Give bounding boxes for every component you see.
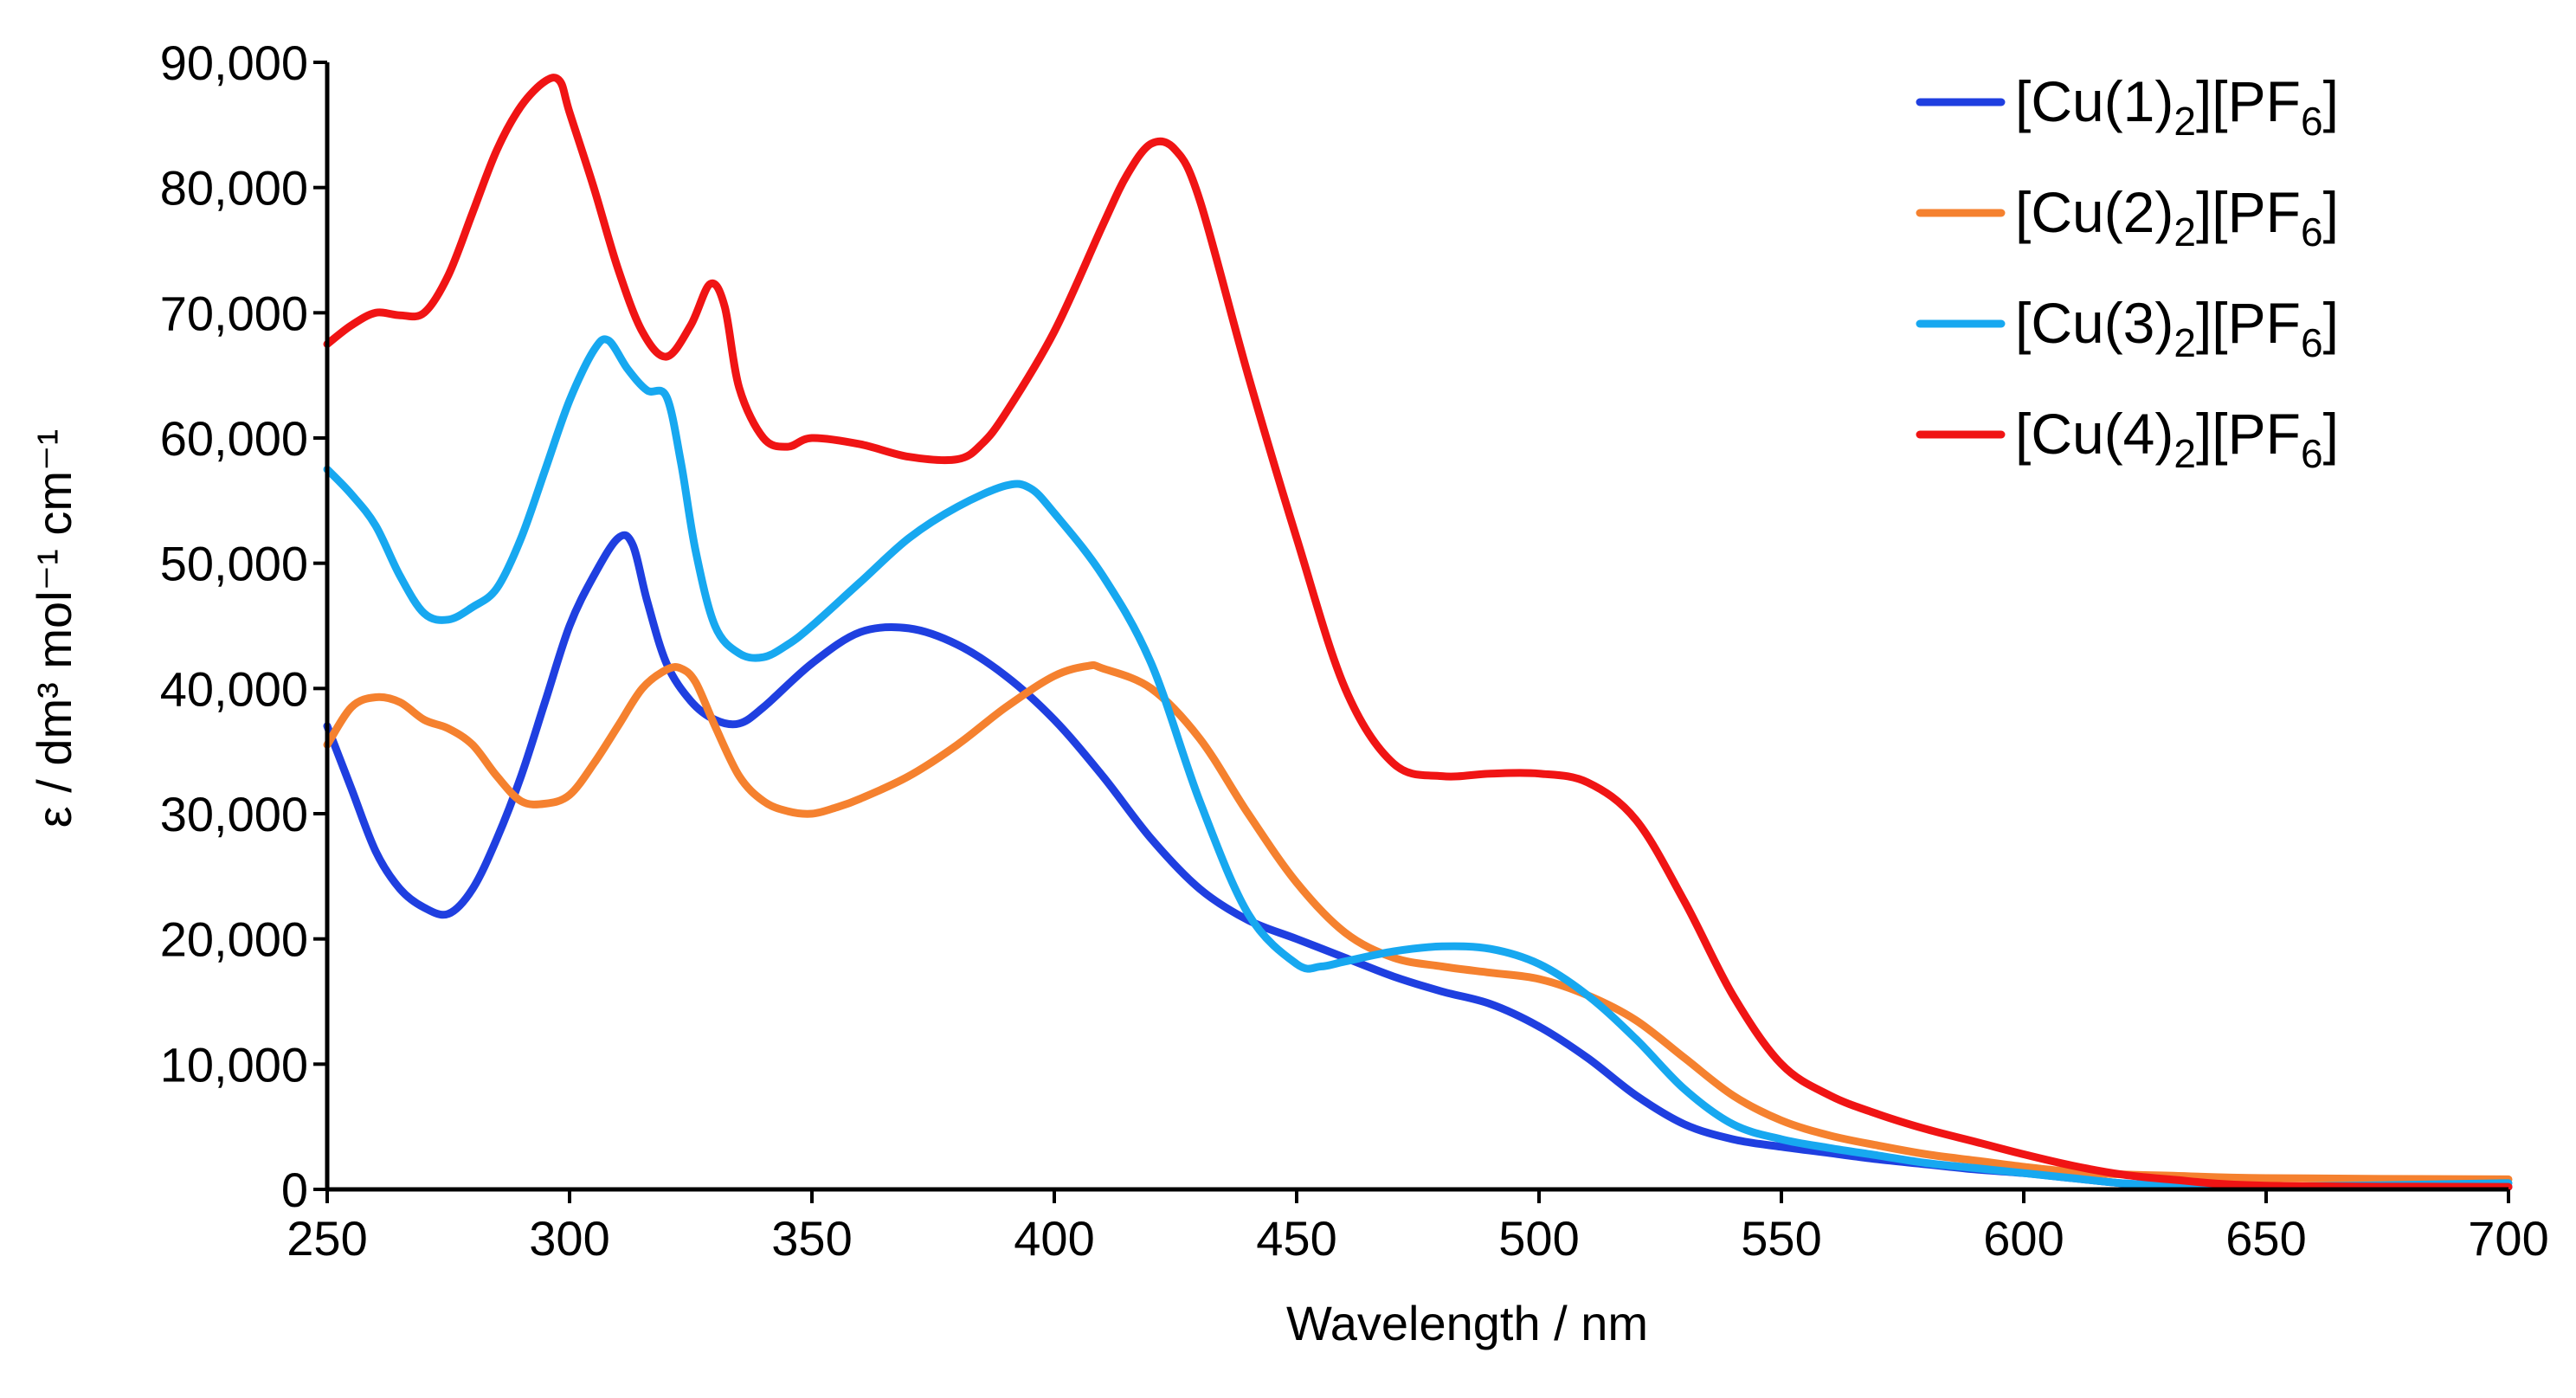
- y-axis-ticks: 0 10,000 20,000 30,000 40,000 50,000 60,000 70,…: [160, 35, 327, 1217]
- y-tick-label: 20,000: [160, 912, 308, 967]
- x-tick-label: 500: [1498, 1211, 1579, 1266]
- y-tick-label: 30,000: [160, 787, 308, 841]
- series-line-cu2: [323, 660, 2513, 1183]
- legend: [Cu(1)2][PF6] [Cu(2)2][PF6] [Cu(3)2][PF6] […: [1916, 69, 2339, 476]
- y-axis-title: ε / dm³ mol⁻¹ cm⁻¹: [27, 429, 81, 828]
- x-axis-title: Wavelength / nm: [1286, 1296, 1648, 1350]
- x-tick-label: 250: [287, 1211, 367, 1266]
- y-tick-label: 80,000: [160, 161, 308, 216]
- y-tick-label: 10,000: [160, 1037, 308, 1092]
- series-line-cu3: [323, 335, 2513, 1191]
- legend-label: [Cu(3)2][PF6]: [2015, 291, 2339, 365]
- x-tick-label: 300: [529, 1211, 609, 1266]
- y-tick-label: 70,000: [160, 286, 308, 340]
- x-tick-label: 700: [2468, 1211, 2548, 1266]
- y-tick-label: 60,000: [160, 411, 308, 466]
- series-layer: [323, 74, 2513, 1191]
- legend-label: [Cu(1)2][PF6]: [2015, 69, 2339, 144]
- y-tick-label: 0: [281, 1163, 308, 1217]
- x-tick-label: 350: [771, 1211, 852, 1266]
- y-tick-label: 40,000: [160, 661, 308, 716]
- series-line-cu1: [323, 531, 2513, 1191]
- x-tick-label: 550: [1741, 1211, 1821, 1266]
- y-tick-label: 50,000: [160, 537, 308, 591]
- y-tick-label: 90,000: [160, 35, 308, 90]
- x-tick-label: 400: [1014, 1211, 1094, 1266]
- x-tick-label: 600: [1983, 1211, 2064, 1266]
- x-tick-label: 450: [1256, 1211, 1336, 1266]
- legend-label: [Cu(4)2][PF6]: [2015, 402, 2339, 476]
- x-tick-label: 650: [2225, 1211, 2306, 1266]
- legend-label: [Cu(2)2][PF6]: [2015, 180, 2339, 254]
- x-axis-ticks: 250 300 350 400 450 500 550 600 650 700: [287, 1189, 2549, 1266]
- series-line-cu4: [323, 74, 2513, 1191]
